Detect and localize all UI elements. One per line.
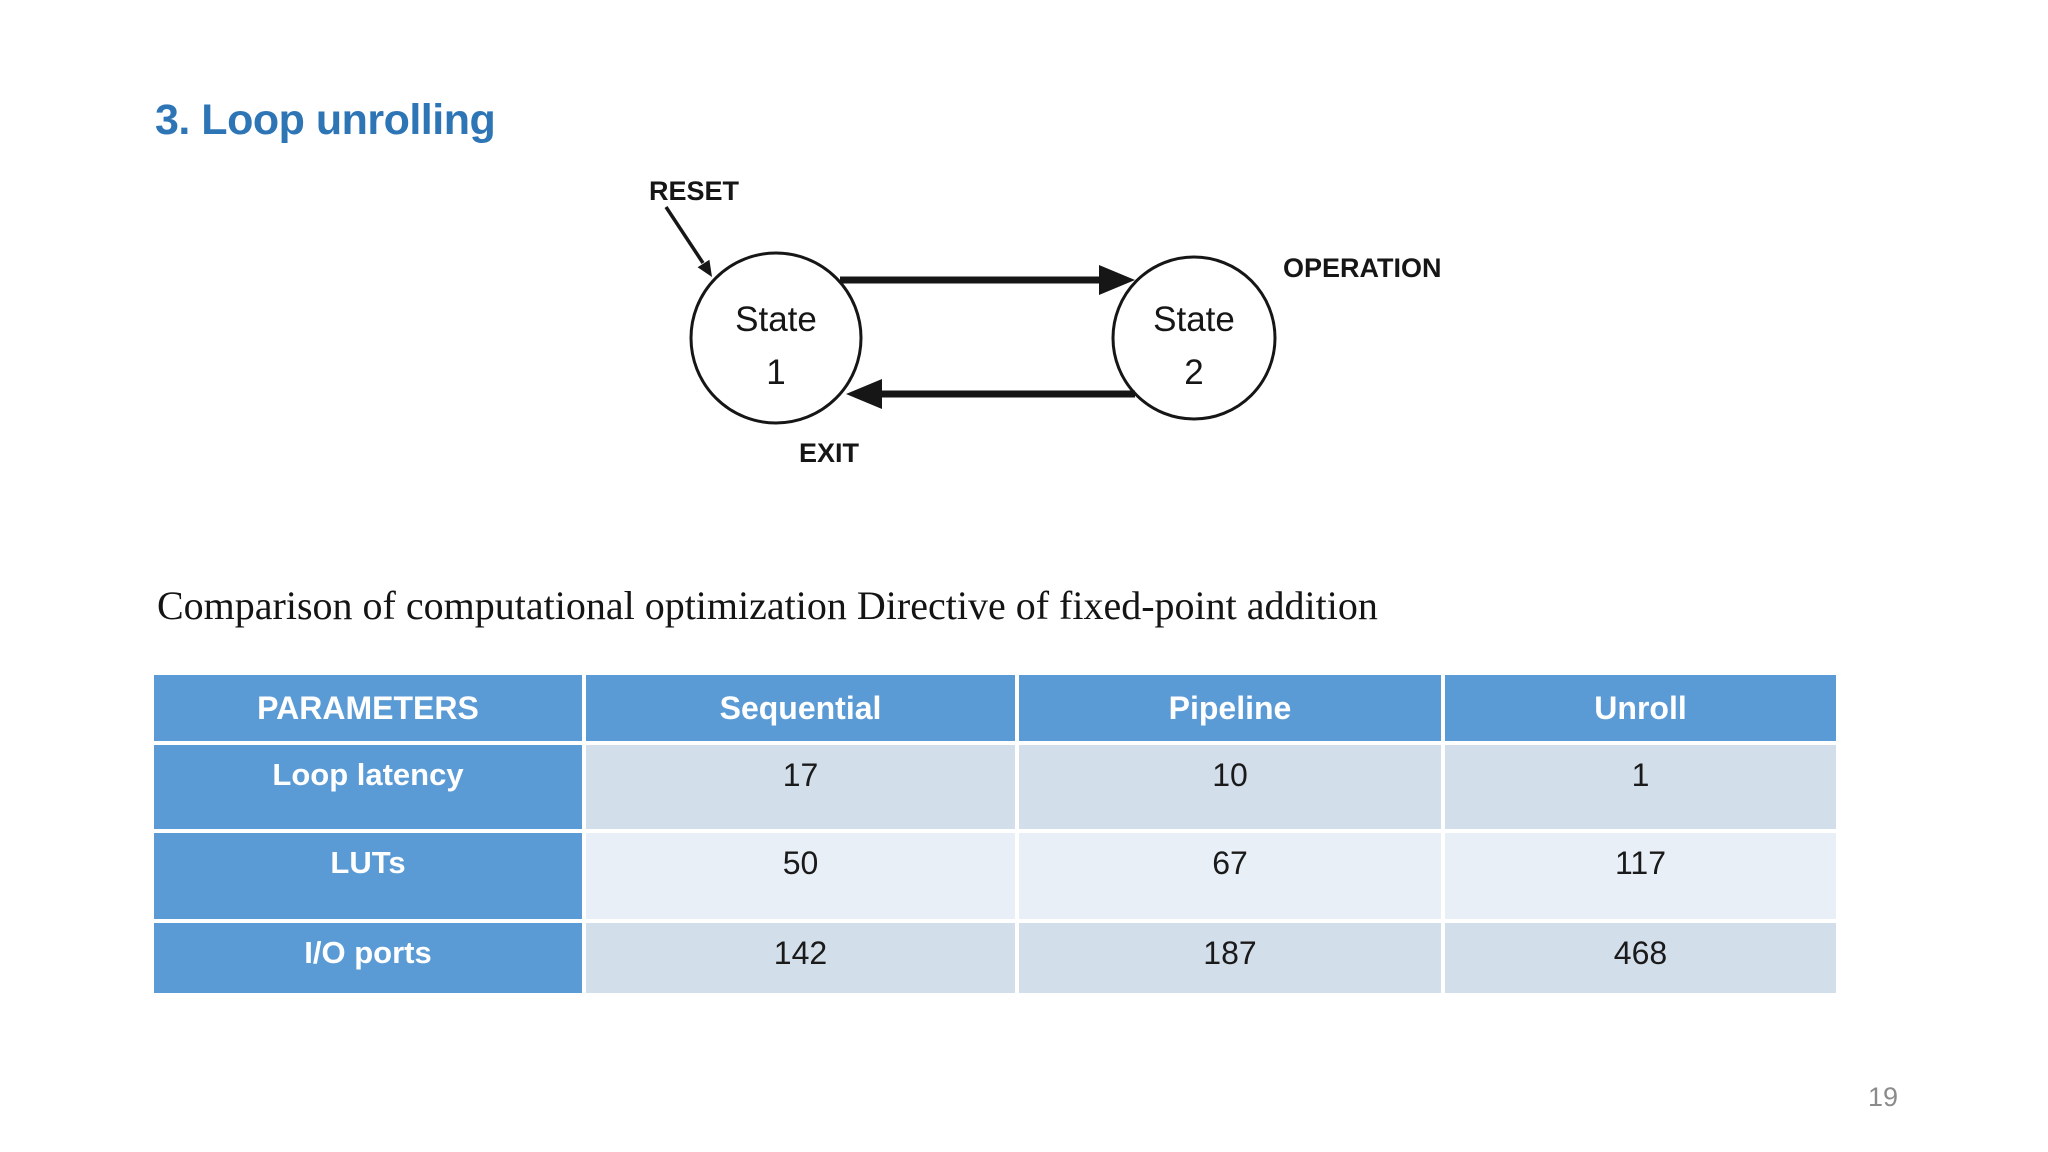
column-header-parameters: PARAMETERS xyxy=(150,671,586,745)
cell-loop-latency-unroll: 1 xyxy=(1441,741,1840,833)
state2-circle xyxy=(1111,255,1277,421)
cell-io-ports-sequential: 142 xyxy=(582,919,1019,997)
cell-io-ports-unroll: 468 xyxy=(1441,919,1840,997)
cell-luts-pipeline: 67 xyxy=(1015,829,1445,923)
table-row-loop-latency: Loop latency 17 10 1 xyxy=(150,741,1840,833)
operation-label: OPERATION xyxy=(1283,253,1442,283)
exit-label: EXIT xyxy=(799,438,860,468)
row-label-luts: LUTs xyxy=(150,829,586,923)
slide-title: 3. Loop unrolling xyxy=(155,96,496,144)
cell-luts-unroll: 117 xyxy=(1441,829,1840,923)
table-row-luts: LUTs 50 67 117 xyxy=(150,829,1840,923)
column-header-pipeline: Pipeline xyxy=(1015,671,1445,745)
state1-circle xyxy=(689,251,863,425)
reset-entry-arrow xyxy=(664,206,712,277)
cell-luts-sequential: 50 xyxy=(582,829,1019,923)
cell-loop-latency-sequential: 17 xyxy=(582,741,1019,833)
state1-label-line1: State xyxy=(735,300,817,339)
table-caption: Comparison of computational optimization… xyxy=(157,583,1378,628)
table-header-row: PARAMETERS Sequential Pipeline Unroll xyxy=(150,671,1840,745)
row-label-io-ports: I/O ports xyxy=(150,919,586,997)
cell-loop-latency-pipeline: 10 xyxy=(1015,741,1445,833)
state2-label-line1: State xyxy=(1153,300,1235,339)
state2-label-line2: 2 xyxy=(1184,353,1203,392)
exit-transition-arrow xyxy=(846,379,1135,409)
row-label-loop-latency: Loop latency xyxy=(150,741,586,833)
cell-io-ports-pipeline: 187 xyxy=(1015,919,1445,997)
operation-transition-arrow xyxy=(840,265,1135,295)
comparison-table: PARAMETERS Sequential Pipeline Unroll Lo… xyxy=(150,671,1840,997)
table-row-io-ports: I/O ports 142 187 468 xyxy=(150,919,1840,997)
reset-label: RESET xyxy=(649,176,740,206)
page-number: 19 xyxy=(1868,1082,1899,1112)
state-diagram: State 1 State 2 RESET OPERATION EXIT xyxy=(649,176,1442,468)
column-header-unroll: Unroll xyxy=(1441,671,1840,745)
state1-label-line2: 1 xyxy=(766,353,785,392)
column-header-sequential: Sequential xyxy=(582,671,1019,745)
